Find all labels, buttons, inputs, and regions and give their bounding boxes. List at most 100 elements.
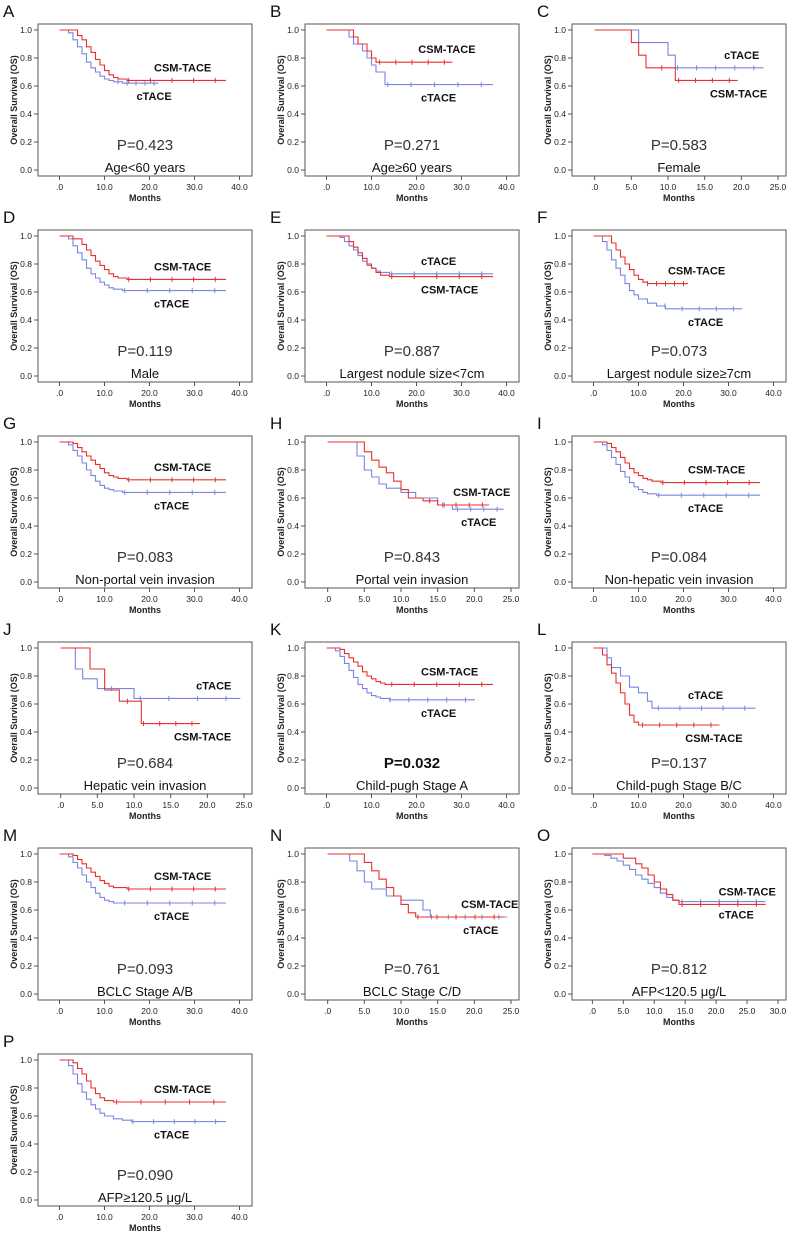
x-axis-label: Months	[396, 605, 428, 615]
x-tick-label: 20.0	[408, 800, 425, 810]
subgroup-title: AFP≥120.5 μg/L	[98, 1190, 192, 1205]
survival-curve-ctace	[326, 647, 475, 701]
subgroup-title: BCLC Stage A/B	[97, 984, 193, 999]
subgroup-title: Non-hepatic vein invasion	[605, 572, 754, 587]
y-tick-label: 0.0	[287, 165, 299, 175]
y-tick-label: 0.4	[20, 521, 32, 531]
curve-label-csm-tace: CSM-TACE	[154, 62, 211, 74]
x-tick-label: 10.0	[363, 182, 380, 192]
subgroup-title: Age≥60 years	[372, 160, 453, 175]
panel-letter: P	[3, 1032, 14, 1051]
y-tick-label: 0.6	[554, 493, 566, 503]
survival-curve-ctace	[59, 235, 226, 292]
x-tick-label: 15.0	[677, 1006, 694, 1016]
y-tick-label: 1.0	[287, 849, 299, 859]
x-tick-label: 10.0	[393, 594, 410, 604]
y-axis-label: Overall Survival (OS)	[9, 467, 19, 557]
x-tick-label: 15.0	[429, 1006, 446, 1016]
y-tick-label: 1.0	[554, 849, 566, 859]
y-tick-label: 0.8	[287, 259, 299, 269]
plot-frame	[37, 435, 253, 589]
x-tick-label: 10.0	[630, 388, 647, 398]
curve-label-csm-tace: CSM-TACE	[688, 465, 745, 477]
y-tick-label: 0.8	[287, 671, 299, 681]
y-tick-label: 0.4	[554, 933, 566, 943]
survival-curve-ctace	[593, 235, 742, 310]
curve-label-csm-tace: CSM-TACE	[719, 886, 776, 898]
curve-label-ctace: cTACE	[463, 925, 498, 937]
curve-label-ctace: cTACE	[688, 690, 723, 702]
x-axis-label: Months	[663, 605, 695, 615]
plot-frame	[571, 23, 787, 177]
x-tick-label: 40.0	[231, 182, 248, 192]
x-tick-label: 40.0	[498, 388, 515, 398]
x-tick-label: 25.0	[503, 1006, 520, 1016]
subgroup-title: Age<60 years	[105, 160, 186, 175]
subgroup-title: Largest nodule size<7cm	[340, 366, 485, 381]
x-tick-label: 30.0	[186, 182, 203, 192]
panel-letter: N	[270, 826, 282, 845]
curve-label-ctace: cTACE	[154, 911, 189, 923]
y-tick-label: 0.8	[554, 465, 566, 475]
curve-label-csm-tace: CSM-TACE	[418, 44, 475, 56]
survival-curve-ctace	[593, 647, 756, 709]
y-tick-label: 0.2	[554, 549, 566, 559]
y-tick-label: 0.6	[287, 81, 299, 91]
y-axis-label: Overall Survival (OS)	[9, 55, 19, 145]
survival-curve-ctace	[327, 853, 508, 918]
curve-label-ctace: cTACE	[154, 299, 189, 311]
panel-letter: K	[270, 620, 282, 639]
panel-letter: I	[537, 414, 542, 433]
y-tick-label: 0.2	[554, 343, 566, 353]
x-tick-label: .0	[589, 1006, 596, 1016]
plot-frame	[571, 229, 787, 383]
survival-curve-csm-tace	[326, 647, 493, 685]
x-tick-label: 20.0	[675, 388, 692, 398]
x-tick-label: 10.0	[660, 182, 677, 192]
y-tick-label: 0.0	[554, 783, 566, 793]
x-tick-label: 30.0	[720, 388, 737, 398]
panel-letter: F	[537, 208, 547, 227]
survival-curve-csm-tace	[593, 441, 760, 484]
plot-frame	[304, 229, 520, 383]
subgroup-title: BCLC Stage C/D	[363, 984, 461, 999]
p-value: P=0.684	[117, 755, 173, 772]
curve-label-ctace: cTACE	[688, 503, 723, 515]
plot-frame	[571, 641, 787, 795]
x-tick-label: 5.0	[91, 800, 103, 810]
y-tick-label: 0.4	[20, 933, 32, 943]
x-tick-label: .0	[324, 594, 331, 604]
y-tick-label: 0.6	[20, 493, 32, 503]
y-tick-label: 0.6	[287, 493, 299, 503]
curve-label-csm-tace: CSM-TACE	[421, 285, 478, 297]
y-tick-label: 0.6	[20, 81, 32, 91]
x-tick-label: 30.0	[453, 800, 470, 810]
panel-letter: H	[270, 414, 282, 433]
p-value: P=0.093	[117, 961, 173, 978]
subgroup-title: Child-pugh Stage B/C	[616, 778, 742, 793]
p-value: P=0.761	[384, 961, 440, 978]
y-tick-label: 0.8	[554, 877, 566, 887]
p-value: P=0.073	[651, 343, 707, 360]
y-tick-label: 0.8	[287, 877, 299, 887]
y-tick-label: 0.8	[554, 53, 566, 63]
y-tick-label: 0.6	[20, 699, 32, 709]
y-tick-label: 1.0	[20, 643, 32, 653]
panel-letter: D	[3, 208, 15, 227]
plot-frame	[37, 23, 253, 177]
y-tick-label: 1.0	[554, 231, 566, 241]
p-value: P=0.271	[384, 137, 440, 154]
x-axis-label: Months	[129, 193, 161, 203]
x-tick-label: .0	[323, 182, 330, 192]
survival-curve-ctace	[59, 853, 226, 904]
y-tick-label: 1.0	[20, 231, 32, 241]
x-tick-label: 15.0	[429, 594, 446, 604]
y-tick-label: 0.6	[20, 905, 32, 915]
y-tick-label: 0.8	[20, 465, 32, 475]
x-tick-label: 5.0	[617, 1006, 629, 1016]
x-axis-label: Months	[129, 1223, 161, 1233]
survival-curve-csm-tace	[59, 1059, 226, 1103]
x-tick-label: 40.0	[765, 594, 782, 604]
y-tick-label: 0.4	[287, 933, 299, 943]
